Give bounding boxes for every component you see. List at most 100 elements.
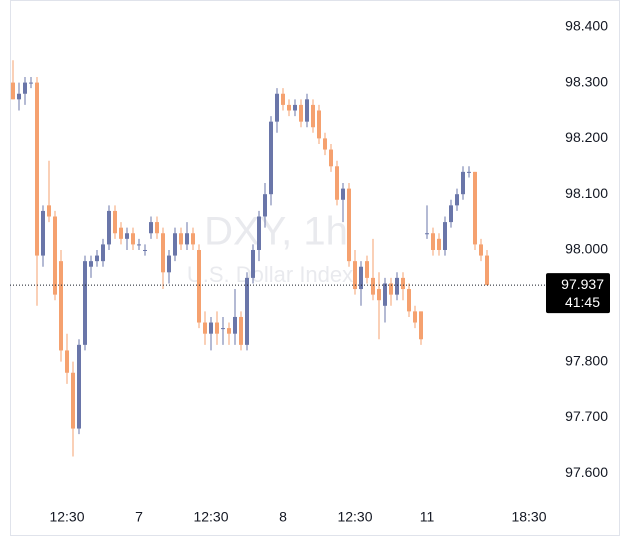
- candle-body: [401, 277, 405, 290]
- y-tick-label: 98.200: [565, 129, 608, 145]
- candle-body: [383, 283, 387, 306]
- last-price-label: 97.937: [561, 276, 604, 292]
- candle-body: [239, 316, 243, 345]
- candle-body: [59, 261, 63, 351]
- candle-body: [191, 233, 195, 245]
- candle-body: [299, 104, 303, 122]
- candle-body: [305, 99, 309, 122]
- candle-body: [65, 350, 69, 373]
- candle-body: [461, 171, 465, 195]
- watermark-title: DXY, 1h: [204, 210, 348, 254]
- candle-body: [395, 277, 399, 295]
- x-tick-label: 12:30: [337, 509, 372, 525]
- candle-body: [407, 289, 411, 312]
- candle-body: [467, 171, 471, 173]
- x-tick-label: 12:30: [193, 509, 228, 525]
- candle-body: [23, 82, 27, 94]
- candle-body: [53, 216, 57, 295]
- candle-body: [365, 261, 369, 278]
- candle-body: [353, 261, 357, 290]
- candle-body: [227, 328, 231, 334]
- watermark-subtitle: U.S. Dollar Index: [187, 262, 353, 287]
- candle-body: [203, 322, 207, 334]
- y-tick-label: 98.300: [565, 73, 608, 89]
- candle-body: [311, 104, 315, 128]
- candle-body: [245, 277, 249, 345]
- candle-body: [47, 205, 51, 217]
- candle-body: [11, 82, 15, 100]
- candle-body: [455, 194, 459, 206]
- candle-body: [107, 210, 111, 245]
- candle-body: [359, 266, 363, 290]
- candle-body: [293, 104, 297, 111]
- candle-body: [317, 110, 321, 139]
- candle-body: [41, 210, 45, 256]
- candle-body: [269, 121, 273, 195]
- candle-body: [173, 233, 177, 256]
- candle-body: [119, 227, 123, 239]
- candle-body: [101, 244, 105, 262]
- candle-body: [281, 93, 285, 105]
- candle-body: [83, 261, 87, 345]
- x-tick-label: 8: [279, 509, 287, 525]
- candle-body: [17, 93, 21, 100]
- candle-body: [275, 93, 279, 122]
- candle-body: [143, 249, 147, 251]
- candle-body: [425, 233, 429, 235]
- candle-body: [485, 255, 489, 286]
- candle-body: [29, 82, 33, 84]
- chart-frame: [10, 0, 620, 536]
- candle-body: [35, 82, 39, 256]
- candle-body: [335, 166, 339, 200]
- candle-body: [347, 188, 351, 262]
- candle-body: [443, 222, 447, 250]
- candle-body: [341, 188, 345, 200]
- candle-body: [89, 261, 93, 267]
- candle-body: [329, 149, 333, 167]
- candle-body: [137, 244, 141, 246]
- candle-body: [251, 249, 255, 278]
- candle-body: [287, 104, 291, 111]
- last-price-box: [546, 273, 610, 314]
- candle-body: [413, 311, 417, 323]
- candle-body: [479, 244, 483, 256]
- y-tick-label: 98.100: [565, 185, 608, 201]
- candle-body: [161, 233, 165, 273]
- candle-body: [221, 328, 225, 330]
- x-tick-label: 7: [135, 509, 143, 525]
- candle-body: [215, 322, 219, 334]
- y-tick-label: 98.000: [565, 241, 608, 257]
- countdown-label: 41:45: [565, 294, 600, 310]
- candle-body: [473, 171, 477, 245]
- candle-body: [113, 210, 117, 234]
- candle-body: [263, 194, 267, 217]
- x-tick-label: 11: [420, 509, 435, 525]
- y-tick-label: 97.700: [565, 408, 608, 424]
- candle-body: [131, 233, 135, 245]
- candle-body: [71, 372, 75, 429]
- candle-body: [419, 311, 423, 340]
- candle-body: [95, 255, 99, 262]
- candle-body: [377, 289, 381, 301]
- candle-body: [449, 205, 453, 223]
- candle-body: [155, 222, 159, 234]
- y-tick-label: 97.800: [565, 352, 608, 368]
- candle-body: [389, 283, 393, 295]
- y-tick-label: 97.600: [565, 464, 608, 480]
- candle-body: [185, 233, 189, 245]
- candle-body: [77, 344, 81, 429]
- y-tick-label: 98.400: [565, 17, 608, 33]
- candle-body: [257, 216, 261, 250]
- x-tick-label: 18:30: [511, 509, 546, 525]
- candle-body: [209, 322, 213, 334]
- candle-body: [125, 233, 129, 239]
- candle-body: [371, 277, 375, 295]
- candle-body: [437, 238, 441, 250]
- candle-body: [233, 316, 237, 334]
- candle-body: [167, 255, 171, 273]
- candle-body: [431, 233, 435, 250]
- candle-body: [197, 249, 201, 323]
- candle-body: [179, 233, 183, 245]
- candle-body: [149, 222, 153, 234]
